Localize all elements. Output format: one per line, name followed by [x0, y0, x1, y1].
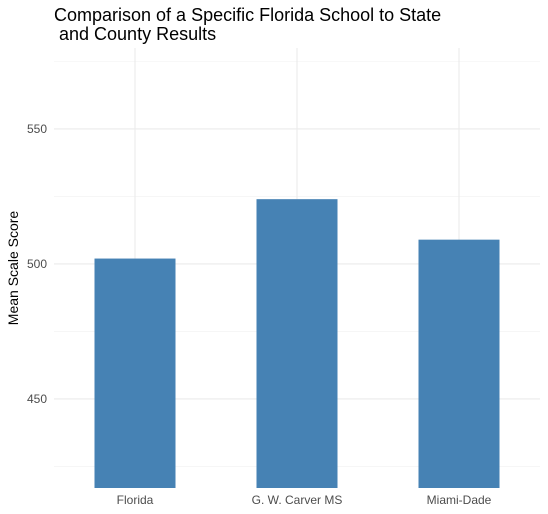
- y-axis-title: Mean Scale Score: [5, 211, 21, 326]
- bar: [94, 258, 176, 488]
- chart-title: Comparison of a Specific Florida School …: [54, 5, 441, 44]
- y-tick-label: 550: [27, 122, 47, 136]
- x-tick-label: Miami-Dade: [427, 493, 492, 507]
- chart-title-line-2: and County Results: [54, 24, 216, 44]
- bars: [94, 199, 500, 488]
- chart-title-line-1: Comparison of a Specific Florida School …: [54, 5, 441, 25]
- x-tick-label: G. W. Carver MS: [252, 493, 343, 507]
- bar: [418, 239, 500, 488]
- x-tick-label: Florida: [117, 493, 154, 507]
- y-tick-label: 450: [27, 392, 47, 406]
- y-axis-tick-labels: 450 500 550: [27, 122, 47, 406]
- x-axis-tick-labels: Florida G. W. Carver MS Miami-Dade: [117, 493, 492, 507]
- y-tick-label: 500: [27, 257, 47, 271]
- bar: [256, 199, 338, 488]
